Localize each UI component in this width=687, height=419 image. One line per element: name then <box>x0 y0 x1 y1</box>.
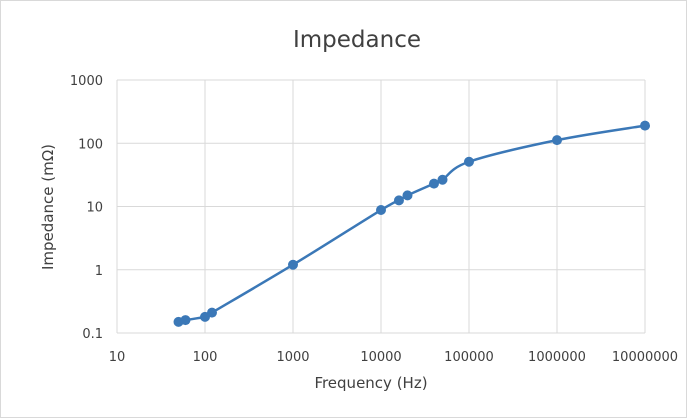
data-point <box>402 190 413 201</box>
data-point <box>180 315 191 326</box>
x-tick-label: 10000000 <box>612 350 678 365</box>
gridlines <box>116 79 646 334</box>
series-line <box>177 124 647 324</box>
y-tick-label: 100 <box>78 137 103 152</box>
y-tick-label: 10 <box>86 201 103 216</box>
y-tick-label: 0.1 <box>82 327 103 342</box>
tick-labels: 10 100 1000 10000 100000 1000000 10000000 0.1 1 1… <box>70 74 678 365</box>
y-tick-label: 1000 <box>70 74 103 89</box>
data-point <box>393 195 404 206</box>
x-tick-label: 10 <box>109 350 126 365</box>
data-point <box>464 156 474 167</box>
x-axis-label: Frequency (Hz) <box>314 374 427 392</box>
data-point <box>437 174 448 185</box>
x-tick-label: 100 <box>193 350 218 365</box>
x-tick-label: 10000 <box>360 350 401 365</box>
y-axis-label: Impedance (mΩ) <box>39 144 57 270</box>
data-point <box>376 205 386 216</box>
x-tick-label: 1000 <box>276 350 309 365</box>
data-point <box>206 307 217 318</box>
series-layer <box>173 120 650 327</box>
data-point <box>640 120 650 131</box>
chart-title: Impedance <box>293 27 421 53</box>
x-tick-label: 1000000 <box>528 350 586 365</box>
data-point <box>552 135 562 146</box>
y-tick-label: 1 <box>95 264 103 279</box>
data-point <box>288 259 298 270</box>
x-tick-label: 100000 <box>444 350 494 365</box>
data-point <box>428 178 439 189</box>
